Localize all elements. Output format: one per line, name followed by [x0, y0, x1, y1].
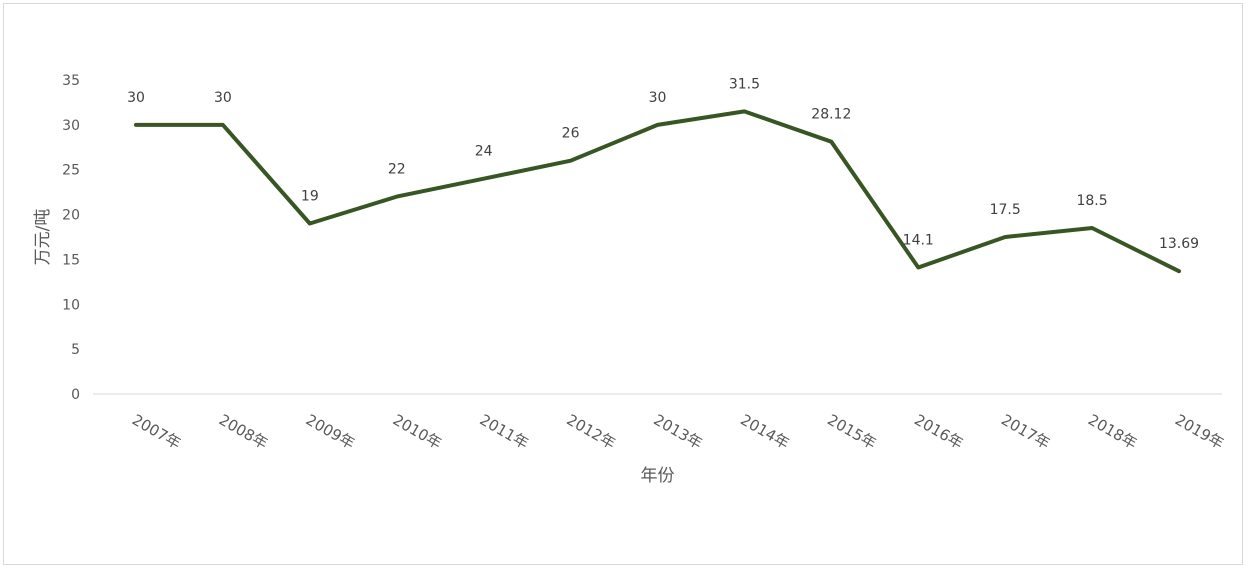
y-tick-label: 0 [71, 387, 80, 403]
data-label: 30 [214, 90, 232, 106]
y-tick-label: 30 [62, 118, 80, 134]
data-label: 28.12 [811, 107, 851, 123]
data-label: 14.1 [903, 233, 934, 249]
data-label: 22 [388, 162, 406, 178]
y-tick-label: 5 [71, 342, 80, 358]
data-label: 17.5 [990, 202, 1021, 218]
data-label: 30 [127, 90, 145, 106]
data-label: 24 [475, 144, 493, 160]
x-tick-label: 2013年 [650, 411, 705, 453]
data-label: 26 [562, 126, 580, 142]
x-tick-label: 2008年 [216, 411, 271, 453]
y-tick-label: 15 [62, 252, 80, 268]
x-tick-label: 2012年 [564, 411, 619, 453]
y-tick-label: 35 [62, 73, 80, 89]
data-label: 31.5 [729, 76, 760, 92]
data-label: 30 [649, 90, 667, 106]
series-line [134, 109, 1181, 274]
x-axis-title: 年份 [641, 466, 675, 486]
x-tick-label: 2016年 [911, 411, 966, 453]
y-tick-label: 20 [62, 208, 80, 224]
data-labels: 30 30 19 22 24 26 30 31.5 28.12 14.1 17.5 18.5 13.69 [127, 76, 1199, 252]
y-tick-label: 25 [62, 163, 80, 179]
x-tick-label: 2018年 [1085, 411, 1140, 453]
y-axis-ticks: 0 5 10 15 20 25 30 35 [62, 73, 80, 403]
y-axis-title: 万元/吨 [33, 209, 53, 266]
x-tick-label: 2009年 [303, 411, 358, 453]
data-label: 13.69 [1159, 236, 1199, 252]
data-label: 18.5 [1076, 193, 1107, 209]
data-label: 19 [301, 189, 319, 205]
x-axis-ticks: 2007年 2008年 2009年 2010年 2011年 2012年 2013年 2014年… [129, 411, 1227, 453]
x-tick-label: 2010年 [390, 411, 445, 453]
y-tick-label: 10 [62, 297, 80, 313]
x-tick-label: 2007年 [129, 411, 184, 453]
x-tick-label: 2015年 [824, 411, 879, 453]
x-tick-label: 2014年 [737, 411, 792, 453]
x-tick-label: 2019年 [1172, 411, 1227, 453]
x-tick-label: 2011年 [477, 411, 532, 453]
chart-area [3, 3, 1243, 565]
x-tick-label: 2017年 [998, 411, 1053, 453]
